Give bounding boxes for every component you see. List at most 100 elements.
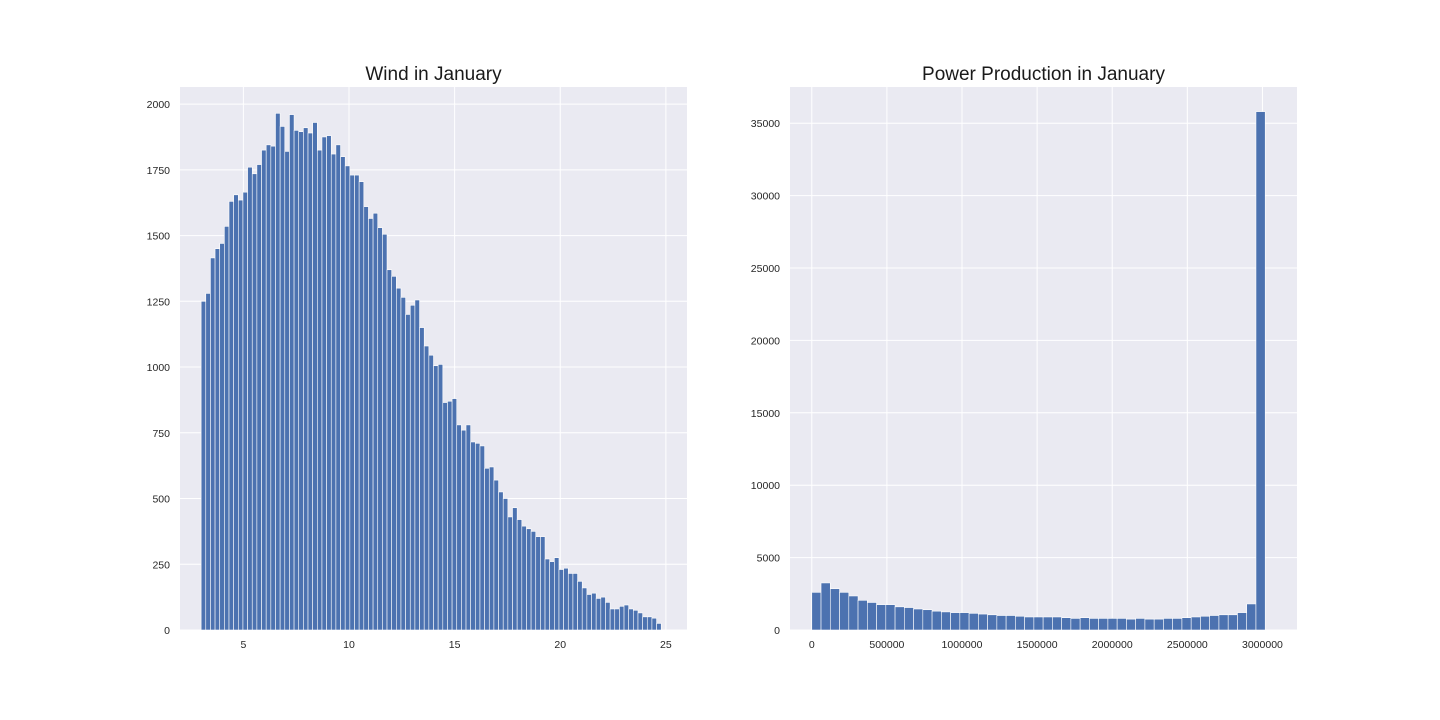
wind-bar [549, 561, 555, 631]
power-x-tick-label: 2500000 [1167, 639, 1208, 651]
power-x-tick-label: 500000 [869, 639, 904, 651]
wind-bar [363, 206, 369, 631]
wind-bar [558, 569, 564, 631]
wind-bar [475, 443, 481, 631]
power-bar [996, 615, 1007, 631]
power-bar [1079, 617, 1090, 631]
power-bar [1190, 616, 1201, 631]
power-bar [913, 608, 924, 631]
wind-bar [251, 173, 258, 631]
power-x-tick-label: 2000000 [1092, 639, 1133, 651]
wind-bar [516, 519, 523, 631]
wind-bar [303, 127, 309, 631]
wind-bar [270, 145, 276, 631]
wind-bar [247, 166, 253, 631]
wind-bar [335, 144, 341, 631]
wind-y-tick-label: 2000 [147, 99, 171, 111]
power-bar [1135, 618, 1146, 631]
power-bar [904, 607, 914, 631]
wind-bar [581, 587, 588, 631]
power-bar [885, 604, 896, 631]
wind-bar [256, 164, 262, 631]
wind-bar [372, 212, 379, 631]
wind-x-tick-label: 20 [554, 639, 566, 651]
power-bar [1116, 618, 1127, 631]
wind-bar [238, 199, 244, 631]
power-bar [1181, 617, 1192, 631]
wind-bar [349, 174, 355, 631]
wind-bar [507, 516, 513, 631]
wind-bar [577, 581, 583, 631]
power-bar [1144, 618, 1155, 631]
wind-bar [405, 314, 411, 631]
wind-bar [293, 130, 300, 631]
wind-x-tick-label: 10 [343, 639, 355, 651]
wind-bar [642, 616, 648, 631]
wind-bar [461, 429, 467, 631]
wind-bar [312, 122, 318, 631]
wind-bar [330, 153, 337, 631]
power-y-tick-label: 20000 [751, 335, 780, 347]
wind-bar [214, 248, 221, 631]
wind-bar [451, 398, 458, 631]
power-plot-area [790, 87, 1297, 630]
wind-bar [265, 144, 272, 631]
wind-chart-title: Wind in January [365, 64, 502, 85]
power-bar [950, 612, 961, 631]
wind-y-tick-label: 1250 [147, 296, 171, 308]
wind-bar [563, 567, 569, 631]
wind-bar [619, 606, 625, 631]
power-bar [1015, 615, 1025, 631]
wind-bar [358, 181, 365, 631]
power-bar [857, 600, 868, 631]
wind-bar [298, 131, 304, 631]
power-bar [1070, 618, 1081, 631]
wind-y-tick-label: 500 [152, 494, 170, 506]
power-y-tick-label: 30000 [751, 191, 780, 203]
power-bar [922, 609, 933, 631]
wind-bar [433, 365, 439, 631]
power-bar [1126, 618, 1136, 631]
wind-bar [633, 609, 639, 631]
wind-bar [437, 364, 444, 631]
power-bar [1033, 616, 1044, 631]
power-x-tick-label: 3000000 [1242, 639, 1283, 651]
wind-bar [656, 623, 662, 631]
power-bars [811, 111, 1266, 631]
wind-bar [210, 257, 216, 631]
power-x-ticks: 0 500000 1000000 1500000 2000000 2500000 30000… [809, 639, 1283, 651]
wind-y-tick-label: 1500 [147, 231, 171, 243]
power-x-tick-label: 1500000 [1017, 639, 1058, 651]
power-bar [876, 604, 887, 631]
wind-bar [354, 174, 360, 631]
wind-bar [284, 151, 290, 631]
wind-bar [368, 218, 374, 631]
wind-bar [530, 531, 537, 631]
wind-bar [605, 602, 611, 631]
power-bar [1209, 615, 1220, 631]
power-x-tick-label: 0 [809, 639, 815, 651]
wind-bar [493, 479, 499, 631]
wind-bar [651, 617, 657, 631]
wind-bar [419, 327, 425, 631]
wind-bar [502, 498, 509, 631]
wind-y-tick-label: 750 [152, 428, 170, 440]
power-bar [1172, 618, 1183, 631]
wind-bar [326, 135, 332, 631]
wind-bar [386, 269, 392, 631]
power-bar [1163, 618, 1173, 631]
wind-bar [456, 424, 462, 631]
power-bar [1005, 615, 1016, 631]
wind-bar [488, 466, 495, 631]
wind-bar [628, 608, 634, 631]
wind-bar [382, 233, 388, 631]
wind-y-tick-label: 1750 [147, 165, 171, 177]
power-bar [829, 588, 840, 631]
wind-bar [228, 201, 234, 631]
power-bar [811, 592, 822, 631]
power-x-tick-label: 1000000 [942, 639, 983, 651]
wind-histogram: 5 10 15 20 25 0 250 500 750 1000 1250 1500 1750 2000… [147, 64, 687, 651]
power-y-ticks: 0 5000 10000 15000 20000 25000 30000 35000 [751, 118, 780, 637]
wind-bar [591, 592, 597, 631]
wind-bar [391, 276, 397, 631]
